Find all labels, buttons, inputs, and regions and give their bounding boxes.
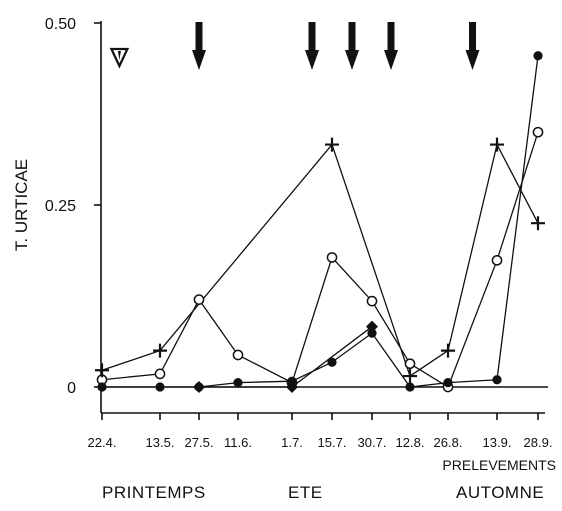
x-tick-label: 12.8. [396, 435, 425, 450]
x-tick-label: 27.5. [185, 435, 214, 450]
down-arrow-icon [384, 22, 398, 70]
point-open-circle [193, 294, 205, 305]
point-open-circle [154, 368, 166, 380]
x-tick-label: 28.9. [524, 435, 553, 450]
down-arrow-icon [192, 22, 206, 70]
y-tick-label: 0.25 [45, 198, 76, 215]
season-label-summer: ETE [288, 483, 323, 502]
point-plus [95, 363, 109, 378]
point-filled-circle [492, 375, 502, 385]
x-tick-label: 30.7. [358, 435, 387, 450]
point-plus [531, 216, 545, 231]
down-arrow-icon [345, 22, 359, 70]
point-open-circle [366, 295, 378, 307]
point-open-circle [491, 254, 503, 266]
point-filled-circle [443, 378, 453, 388]
point-open-circle [326, 252, 338, 263]
point-filled-circle [155, 382, 165, 392]
point-plus [403, 369, 417, 384]
x-tick-label: 1.7. [281, 435, 303, 450]
y-tick-label: 0.50 [45, 16, 76, 33]
point-open-circle [532, 126, 544, 138]
y-axis-label: T. URTICAE [12, 159, 31, 251]
down-arrow-icon [305, 22, 319, 70]
point-filled-circle [405, 382, 415, 392]
open-triangle-inner-mark [117, 51, 121, 60]
point-filled-circle [327, 357, 337, 367]
point-plus [153, 343, 167, 358]
point-filled-diamond [286, 381, 298, 393]
series-line-open-circle [101, 132, 539, 388]
point-plus [441, 343, 455, 358]
season-label-autumn: AUTOMNE [456, 483, 545, 502]
point-open-circle [404, 358, 416, 370]
x-tick-label: 15.7. [318, 435, 347, 450]
point-filled-circle [533, 51, 543, 61]
point-filled-circle [367, 328, 377, 338]
x-tick-label: 26.8. [434, 435, 463, 450]
point-filled-diamond [193, 381, 205, 393]
series-line-filled-circle [102, 55, 539, 388]
down-arrow-icon [465, 22, 480, 70]
x-tick-label: 11.6. [224, 435, 252, 450]
x-tick-label: 13.9. [483, 435, 512, 450]
x-tick-label: 13.5. [146, 435, 175, 450]
x-tick-label: 22.4. [88, 435, 117, 450]
point-filled-circle [233, 378, 243, 388]
point-plus [490, 137, 504, 152]
series-line-plus [101, 142, 539, 378]
y-tick-label: 0 [67, 380, 76, 397]
x-axis-label: PRELEVEMENTS [442, 457, 556, 473]
point-plus [325, 137, 339, 152]
point-open-circle [232, 349, 244, 361]
point-filled-circle [97, 382, 107, 392]
season-label-spring: PRINTEMPS [102, 483, 206, 502]
point-filled-diamond [366, 320, 378, 333]
